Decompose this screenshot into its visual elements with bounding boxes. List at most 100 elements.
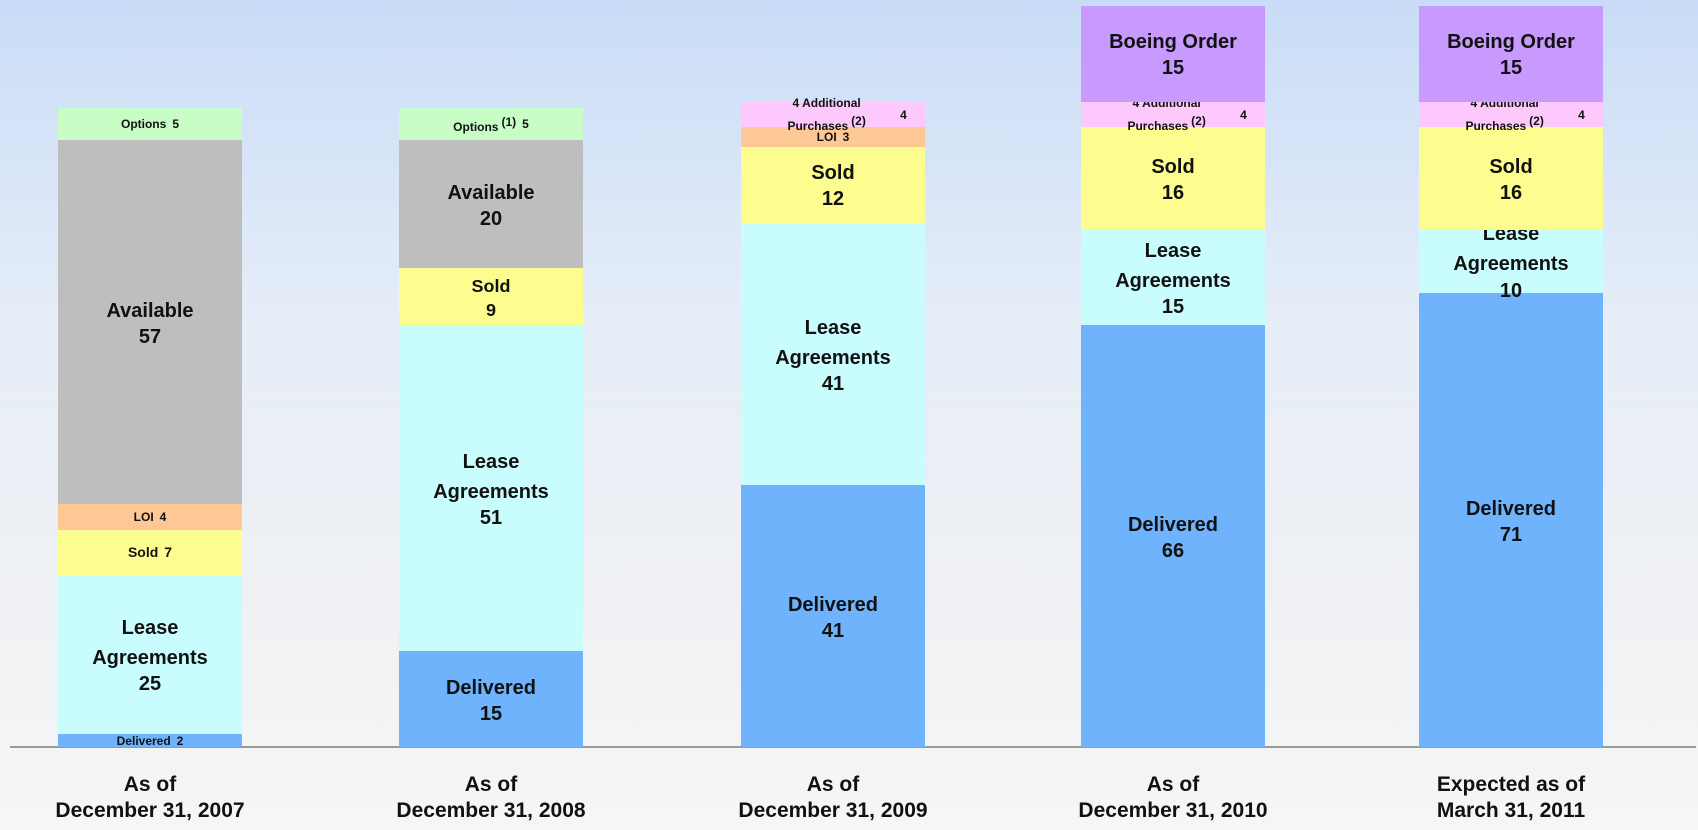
bar-segment: 4 Additional Purchases(2)4 bbox=[1419, 102, 1603, 128]
bar-segment: Boeing Order 15 bbox=[1419, 6, 1603, 102]
bar-segment: Delivered 71 bbox=[1419, 293, 1603, 747]
segment-label: Sold bbox=[811, 158, 854, 188]
segment-label: Delivered bbox=[1466, 494, 1556, 524]
segment-value: 15 bbox=[480, 703, 502, 726]
x-tick-label: As of December 31, 2007 bbox=[20, 772, 280, 825]
bar-segment: Available 57 bbox=[58, 140, 242, 504]
segment-value: 4 bbox=[900, 108, 907, 122]
segment-label: Boeing Order bbox=[1447, 27, 1575, 57]
segment-name: Delivered bbox=[1128, 514, 1218, 536]
bar-segment: Options 5 bbox=[58, 108, 242, 140]
segment-label: Delivered bbox=[446, 673, 536, 703]
segment-name: Sold bbox=[1489, 156, 1532, 178]
x-tick-label: As of December 31, 2008 bbox=[361, 772, 621, 825]
segment-name: Delivered bbox=[446, 677, 536, 699]
bar-segment: Delivered 41 bbox=[741, 485, 925, 747]
segment-label: Options bbox=[121, 115, 166, 133]
segment-label: Available bbox=[106, 296, 193, 326]
segment-value: 51 bbox=[480, 507, 502, 530]
segment-label: Sold bbox=[128, 542, 158, 563]
segment-label: Sold bbox=[1151, 152, 1194, 182]
bar-segment: Options(1) 5 bbox=[399, 108, 583, 140]
segment-value: 25 bbox=[139, 673, 161, 696]
segment-value: 71 bbox=[1500, 524, 1522, 547]
segment-label: Lease Agreements bbox=[766, 313, 901, 373]
segment-value: 41 bbox=[822, 373, 844, 396]
segment-value: 4 bbox=[160, 510, 167, 524]
segment-name: Lease Agreements bbox=[433, 451, 549, 503]
bar-segment: Sold 16 bbox=[1081, 127, 1265, 229]
segment-label: Sold bbox=[472, 273, 511, 300]
footnote-marker: (2) bbox=[1191, 114, 1206, 128]
segment-value: 66 bbox=[1162, 540, 1184, 563]
bar-segment: Available 20 bbox=[399, 140, 583, 268]
bar-segment: Lease Agreements 25 bbox=[58, 575, 242, 735]
segment-label: Delivered bbox=[1128, 510, 1218, 540]
segment-value: 10 bbox=[1500, 280, 1522, 303]
bar-segment: Delivered 66 bbox=[1081, 325, 1265, 747]
bar-segment: Lease Agreements 51 bbox=[399, 325, 583, 651]
bar-segment: Sold 9 bbox=[399, 268, 583, 325]
segment-name: LOI bbox=[134, 510, 154, 524]
bar-segment: Delivered 2 bbox=[58, 734, 242, 747]
bar-segment: Lease Agreements 41 bbox=[741, 223, 925, 485]
segment-value: 15 bbox=[1162, 57, 1184, 80]
footnote-marker: (1) bbox=[501, 115, 516, 129]
segment-name: Sold bbox=[811, 162, 854, 184]
segment-value: 16 bbox=[1500, 182, 1522, 205]
segment-name: Delivered bbox=[117, 734, 171, 748]
segment-label: Delivered bbox=[788, 590, 878, 620]
segment-name: Lease Agreements bbox=[92, 617, 208, 669]
segment-name: Delivered bbox=[1466, 498, 1556, 520]
segment-value: 12 bbox=[822, 188, 844, 211]
segment-value: 41 bbox=[822, 620, 844, 643]
x-tick-label: As of December 31, 2009 bbox=[703, 772, 963, 825]
bar-segment: LOI 4 bbox=[58, 504, 242, 530]
segment-label: Sold bbox=[1489, 152, 1532, 182]
segment-value: 20 bbox=[480, 208, 502, 231]
segment-value: 4 bbox=[1578, 108, 1585, 122]
bar-segment: Sold 7 bbox=[58, 530, 242, 575]
bar-segment: 4 Additional Purchases(2)4 bbox=[1081, 102, 1265, 128]
x-tick-label: As of December 31, 2010 bbox=[1043, 772, 1303, 825]
segment-name: Sold bbox=[1151, 156, 1194, 178]
segment-name: Boeing Order bbox=[1447, 31, 1575, 53]
segment-label: LOI bbox=[134, 508, 154, 526]
bar-segment: 4 Additional Purchases(2)4 bbox=[741, 102, 925, 128]
bar-segment: Delivered 15 bbox=[399, 651, 583, 747]
segment-value: 9 bbox=[486, 300, 496, 321]
segment-label: Lease Agreements bbox=[83, 613, 218, 673]
segment-value: 4 bbox=[1240, 108, 1247, 122]
segment-name: Sold bbox=[128, 544, 158, 560]
page: (() => { const data = JSON.parse(documen… bbox=[0, 0, 1698, 830]
segment-value: 5 bbox=[522, 117, 529, 131]
segment-name: Lease Agreements bbox=[1115, 240, 1231, 292]
segment-label: Boeing Order bbox=[1109, 27, 1237, 57]
segment-name: Lease Agreements bbox=[775, 317, 891, 369]
segment-name: Available bbox=[106, 300, 193, 322]
segment-name: Sold bbox=[472, 276, 511, 296]
segment-name: Delivered bbox=[788, 594, 878, 616]
segment-value: 16 bbox=[1162, 182, 1184, 205]
segment-value: 57 bbox=[139, 326, 161, 349]
segment-value: 5 bbox=[172, 117, 179, 131]
footnote-marker: (2) bbox=[851, 114, 866, 128]
segment-name: Options bbox=[121, 117, 166, 131]
segment-name: Options bbox=[453, 120, 498, 134]
segment-name: Available bbox=[447, 182, 534, 204]
footnote-marker: (2) bbox=[1529, 114, 1544, 128]
segment-name: Lease Agreements bbox=[1453, 223, 1568, 275]
segment-name: Boeing Order bbox=[1109, 31, 1237, 53]
segment-label: Lease Agreements bbox=[424, 447, 559, 507]
segment-value: 2 bbox=[177, 734, 184, 748]
bar-segment: Sold 16 bbox=[1419, 127, 1603, 229]
segment-value: 15 bbox=[1500, 57, 1522, 80]
segment-value: 7 bbox=[164, 544, 172, 560]
segment-label: Lease Agreements bbox=[1106, 236, 1241, 296]
segment-label: 4 Additional Purchases(2) bbox=[759, 94, 894, 135]
segment-label: Options(1) bbox=[453, 113, 516, 136]
bar-segment: Sold 12 bbox=[741, 147, 925, 224]
segment-label: Available bbox=[447, 178, 534, 208]
